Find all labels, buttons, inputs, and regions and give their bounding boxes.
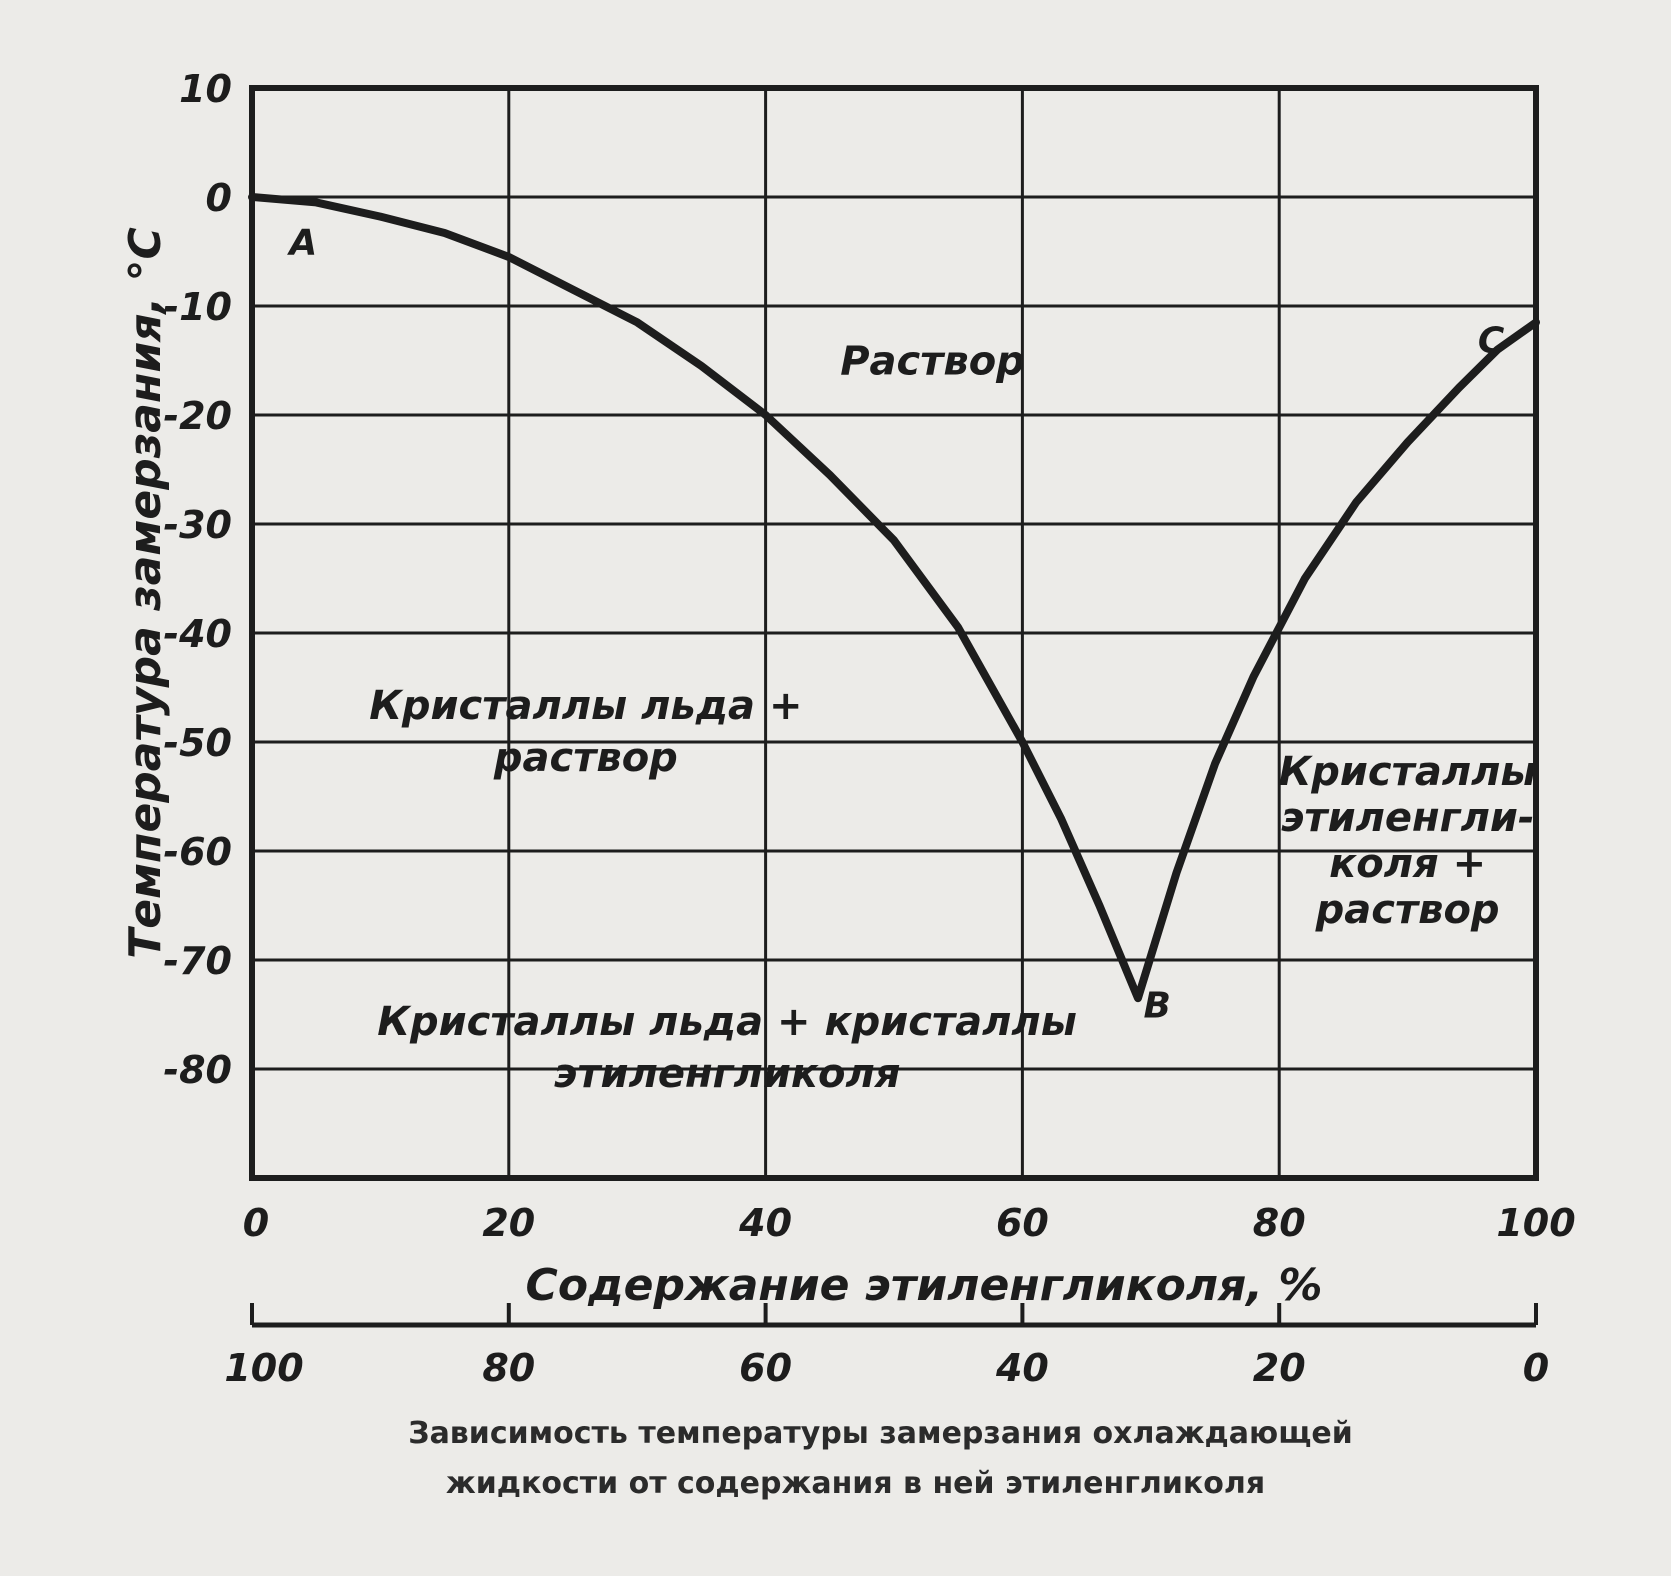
y-tick-label: -40	[163, 612, 232, 656]
region-label: Кристаллы льда + кристаллы	[377, 999, 1077, 1045]
y-tick-label: -80	[163, 1048, 232, 1092]
secondary-x-tick-label: 100	[224, 1346, 303, 1390]
region-label: Кристаллы льда +	[369, 683, 802, 729]
region-label: этиленгли-	[1281, 795, 1535, 841]
x-axis-title: Содержание этиленгликоля, %	[526, 1260, 1323, 1311]
point-label: C	[1478, 321, 1505, 362]
figure-caption-line-2: жидкости от содержания в ней этиленглико…	[445, 1466, 1266, 1501]
y-tick-label: 10	[179, 67, 232, 111]
y-axis-title: Температура замерзания, °С	[120, 227, 171, 959]
region-label: раствор	[493, 735, 678, 781]
point-label: B	[1143, 986, 1170, 1027]
plot-frame	[249, 85, 1539, 1181]
x-tick-label: 100	[1496, 1201, 1575, 1245]
figure-caption-line-1: Зависимость температуры замерзания охлаж…	[408, 1416, 1353, 1451]
y-tick-label: -30	[163, 503, 232, 547]
x-tick-label: 80	[1253, 1201, 1306, 1245]
secondary-x-tick-label: 0	[1523, 1346, 1549, 1390]
region-label: Кристаллы	[1279, 749, 1537, 795]
x-tick-label: 0	[243, 1201, 269, 1245]
x-tick-label: 40	[738, 1201, 792, 1245]
point-label: A	[286, 223, 317, 264]
secondary-x-tick-label: 20	[1253, 1346, 1306, 1390]
secondary-x-tick-label: 60	[739, 1346, 792, 1390]
secondary-x-tick-label: 40	[995, 1346, 1049, 1390]
secondary-x-tick-label: 80	[482, 1346, 535, 1390]
x-tick-label: 60	[996, 1201, 1049, 1245]
secondary-x-axis: 100 80 60 40 20 0	[224, 1303, 1549, 1390]
y-tick-label: 0	[206, 176, 232, 220]
point-labels: A B C	[286, 223, 1504, 1027]
y-tick-label: -10	[163, 285, 232, 329]
series-layer	[248, 193, 1540, 1003]
x-tick-label: 20	[482, 1201, 535, 1245]
y-tick-label: -60	[163, 830, 232, 874]
region-label: этиленгликоля	[554, 1051, 901, 1097]
region-label: раствор	[1315, 887, 1500, 933]
y-tick-labels: 10 0 -10 -20 -30 -40 -50 -60 -70 -80	[163, 67, 232, 1092]
plot-border	[249, 85, 1539, 1181]
y-tick-label: -20	[163, 394, 232, 438]
x-tick-labels: 0 20 40 60 80 100	[243, 1201, 1576, 1245]
y-tick-label: -50	[163, 721, 232, 765]
freezing-point-chart: 0 20 40 60 80 100 100-10-20-30-40-50-60-70-80…	[120, 67, 1576, 1390]
freezing-curve-line	[248, 193, 1540, 1003]
region-label: коля +	[1329, 841, 1486, 887]
grid	[252, 88, 1536, 1178]
region-label: Раствор	[840, 339, 1025, 385]
y-tick-label: -70	[163, 939, 232, 983]
